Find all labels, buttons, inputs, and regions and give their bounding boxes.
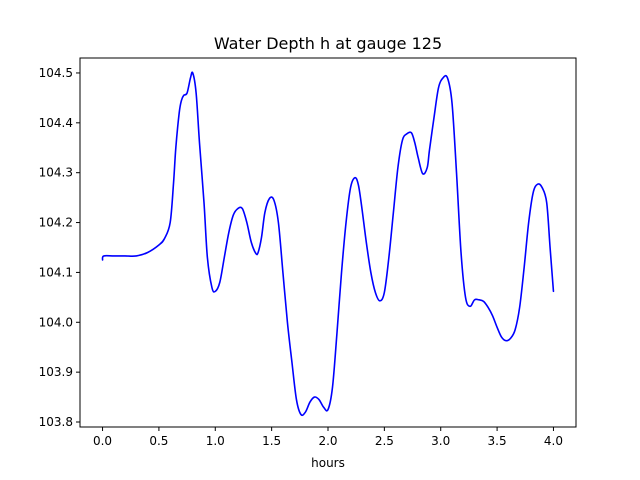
series-line-0 xyxy=(101,71,555,417)
y-tick-label: 104.3 xyxy=(39,166,73,180)
y-tick-label: 103.9 xyxy=(39,365,73,379)
x-tick-label: 1.5 xyxy=(262,434,281,448)
y-tick-label: 104.1 xyxy=(39,265,73,279)
series-layer xyxy=(101,71,555,417)
x-tick-label: 4.0 xyxy=(544,434,563,448)
x-axis-label: hours xyxy=(311,456,345,470)
x-tick-label: 0.0 xyxy=(93,434,112,448)
x-tick-label: 2.0 xyxy=(318,434,337,448)
y-tick-label: 104.2 xyxy=(39,216,73,230)
chart-title: Water Depth h at gauge 125 xyxy=(214,34,442,53)
y-tick-label: 104.0 xyxy=(39,315,73,329)
y-tick-label: 104.4 xyxy=(39,116,73,130)
y-tick-label: 103.8 xyxy=(39,415,73,429)
x-axis: 0.0 0.5 1.0 1.5 2.0 2.5 3.0 3.5 4.0 xyxy=(93,427,563,448)
y-axis: 103.8 103.9 104.0 104.1 104.2 104.3 104.4 104.5 xyxy=(39,66,80,429)
x-tick-label: 1.0 xyxy=(206,434,225,448)
x-tick-label: 3.0 xyxy=(431,434,450,448)
x-tick-label: 0.5 xyxy=(149,434,168,448)
y-tick-label: 104.5 xyxy=(39,66,73,80)
x-tick-label: 2.5 xyxy=(375,434,394,448)
x-tick-label: 3.5 xyxy=(488,434,507,448)
